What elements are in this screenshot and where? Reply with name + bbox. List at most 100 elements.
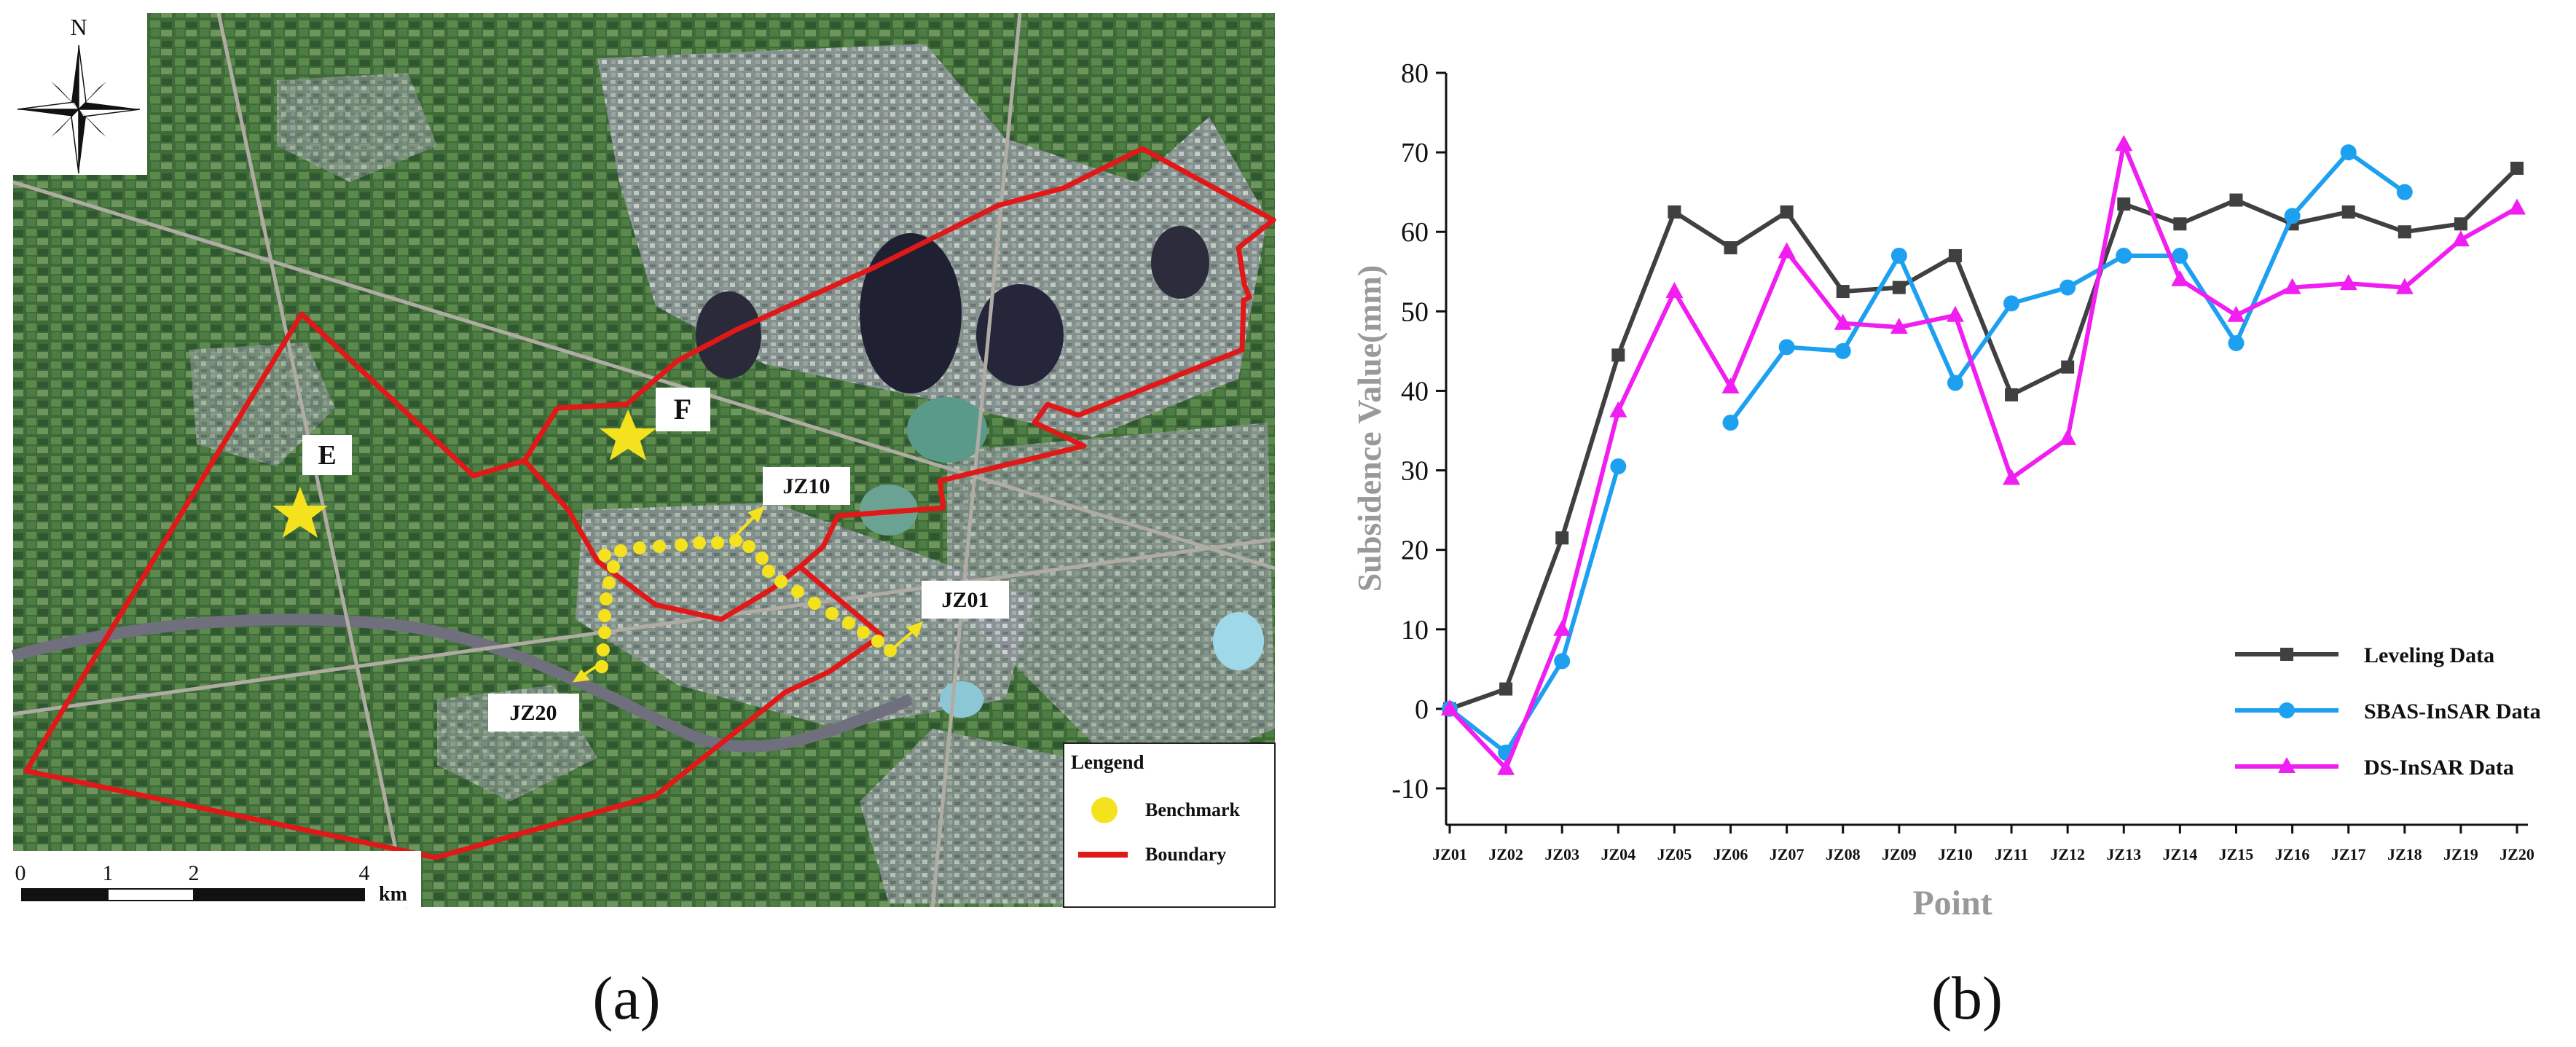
river [11,613,913,753]
data-point [2341,205,2355,219]
x-tick-label: JZ10 [1938,845,1973,863]
boundary-polygon [23,146,1276,860]
data-point [2115,135,2133,152]
data-point [2059,428,2077,445]
data-point [2283,278,2301,294]
x-tick-label: JZ20 [2500,845,2534,863]
svg-text:Lengend: Lengend [1071,751,1144,773]
legend-label: DS-InSAR Data [2364,756,2514,780]
data-point [2284,208,2301,224]
x-tick-label: JZ07 [1770,845,1805,863]
series-line [1448,142,2518,771]
y-tick-label: 0 [1415,694,1429,725]
data-point [2508,198,2526,215]
scale-bar: 0 1 2 4 km [13,851,421,907]
map-legend: Lengend Benchmark Boundary [1063,742,1276,908]
y-tick-label: 50 [1401,297,1429,327]
x-tick-label: JZ09 [1882,845,1917,863]
data-point [2172,247,2188,264]
svg-text:JZ01: JZ01 [941,588,989,612]
x-tick-label: JZ16 [2275,845,2310,863]
benchmark-points [595,534,897,673]
point-f-star-icon [600,409,656,460]
data-point [1722,415,1739,431]
data-point [1778,339,1795,356]
x-tick-label: JZ11 [1995,845,2028,863]
legend-label: Leveling Data [2364,643,2494,667]
x-tick-label: JZ15 [2219,845,2254,863]
point-e: E [272,435,352,538]
boundary-inner-line [522,458,802,622]
legend-marker-icon [2279,702,2295,718]
data-point [2398,225,2411,239]
data-point [2339,274,2357,291]
data-point [2171,270,2189,286]
x-axis-ticks: JZ01 JZ02 JZ03 JZ04 JZ05 JZ06 JZ07 JZ08 JZ09 JZ10… [1432,825,2534,863]
x-tick-label: JZ18 [2387,845,2422,863]
data-point [1721,377,1740,393]
y-tick-label: 20 [1401,536,1429,566]
x-tick-label: JZ06 [1713,845,1748,863]
svg-text:km: km [379,883,407,906]
data-point [1668,205,1681,219]
legend-marker-icon [2278,757,2296,773]
data-point [1554,653,1571,670]
series-layer [1441,135,2526,775]
panel-a-caption: (a) [592,965,660,1032]
y-tick-label: 10 [1401,615,1429,646]
data-point [2396,184,2413,200]
x-tick-label: JZ19 [2443,845,2478,863]
x-tick-label: JZ14 [2163,845,2198,863]
data-point [1665,282,1684,299]
svg-text:F: F [674,393,691,426]
water-bodies [696,226,1264,718]
data-point [2005,388,2019,401]
y-axis-title: Subsidence Value(mm) [1351,265,1388,592]
y-tick-label: 40 [1401,376,1429,407]
data-point [1724,241,1737,255]
north-arrow: N [13,13,147,175]
svg-text:4: 4 [359,861,370,885]
data-point [1834,342,1851,359]
data-point [1890,318,1908,334]
data-point [2117,197,2131,211]
x-tick-label: JZ12 [2050,845,2085,863]
map-panel: JZ10 JZ01 JZ20 E F N [11,12,1276,908]
data-point [1778,242,1796,259]
data-point [2059,279,2076,296]
point-e-star-icon [272,487,328,538]
x-tick-label: JZ04 [1601,845,1635,863]
data-point [1611,348,1625,362]
series-line [1448,466,1621,755]
data-point [2228,334,2245,351]
data-point [2061,360,2075,374]
compass-icon [17,44,141,174]
data-point [1890,247,1907,264]
data-point [2173,217,2187,231]
y-tick-label: 60 [1401,217,1429,248]
x-tick-label: JZ13 [2106,845,2141,863]
x-tick-label: JZ02 [1488,845,1523,863]
series-ds-insar-data [1441,135,2526,775]
data-point [1892,281,1906,294]
series-sbas-insar-data [1442,144,2413,761]
x-tick-label: JZ05 [1657,845,1692,863]
svg-text:Boundary: Boundary [1145,844,1226,865]
data-point [2454,217,2467,231]
data-point [1441,699,1458,715]
data-point [1610,458,1627,475]
data-point [2003,468,2021,485]
chart-legend: Leveling Data SBAS-InSAR Data DS-InSAR Dat… [2235,643,2541,780]
svg-text:Benchmark: Benchmark [1145,799,1241,820]
x-tick-label: JZ08 [1826,845,1861,863]
data-point [1499,682,1513,696]
data-point [2451,230,2470,247]
legend-marker-icon [2280,648,2293,661]
data-point [1609,401,1627,417]
jz20-label: JZ20 [488,694,579,732]
svg-text:N: N [70,14,87,40]
jz10-label: JZ10 [763,467,850,505]
svg-text:2: 2 [189,861,200,885]
data-point [1946,305,1964,322]
data-point [2003,295,2020,312]
